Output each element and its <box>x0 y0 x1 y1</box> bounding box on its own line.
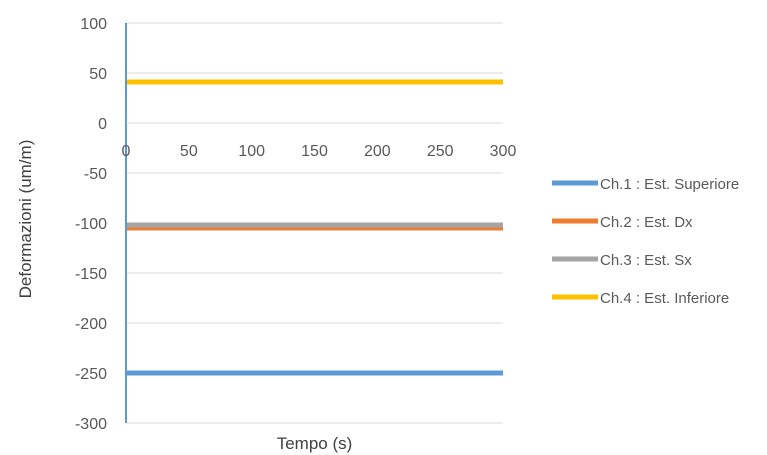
y-tick-label: -150 <box>75 266 107 283</box>
y-tick-label: 100 <box>80 16 107 33</box>
legend-label: Ch.3 : Est. Sx <box>600 252 692 269</box>
y-tick-label: -250 <box>75 366 107 383</box>
x-tick-labels: 0 50 100 150 200 250 300 <box>122 143 517 160</box>
legend-label: Ch.4 : Est. Inferiore <box>600 290 729 307</box>
legend: Ch.1 : Est. Superiore Ch.2 : Est. Dx Ch.3 … <box>552 176 739 307</box>
y-axis-title: Deformazioni (um/m) <box>16 140 35 299</box>
y-tick-label: 50 <box>89 66 107 83</box>
y-tick-labels: 100 50 0 -50 -100 -150 -200 -250 -300 <box>75 16 107 433</box>
x-axis-title: Tempo (s) <box>277 434 353 453</box>
x-tick-label: 200 <box>364 143 391 160</box>
x-tick-label: 100 <box>238 143 265 160</box>
legend-item-ch3: Ch.3 : Est. Sx <box>552 252 692 269</box>
x-tick-label: 0 <box>122 143 131 160</box>
y-tick-label: -50 <box>84 166 107 183</box>
x-tick-label: 250 <box>427 143 454 160</box>
y-tick-label: -100 <box>75 216 107 233</box>
series-lines <box>126 79 503 376</box>
y-tick-label: -300 <box>75 416 107 433</box>
y-tick-label: 0 <box>98 116 107 133</box>
legend-item-ch2: Ch.2 : Est. Dx <box>552 214 693 231</box>
x-tick-label: 150 <box>301 143 328 160</box>
x-tick-label: 50 <box>180 143 198 160</box>
legend-label: Ch.2 : Est. Dx <box>600 214 693 231</box>
legend-label: Ch.1 : Est. Superiore <box>600 176 739 193</box>
y-tick-label: -200 <box>75 316 107 333</box>
x-tick-label: 300 <box>490 143 517 160</box>
legend-item-ch4: Ch.4 : Est. Inferiore <box>552 290 729 307</box>
legend-item-ch1: Ch.1 : Est. Superiore <box>552 176 739 193</box>
